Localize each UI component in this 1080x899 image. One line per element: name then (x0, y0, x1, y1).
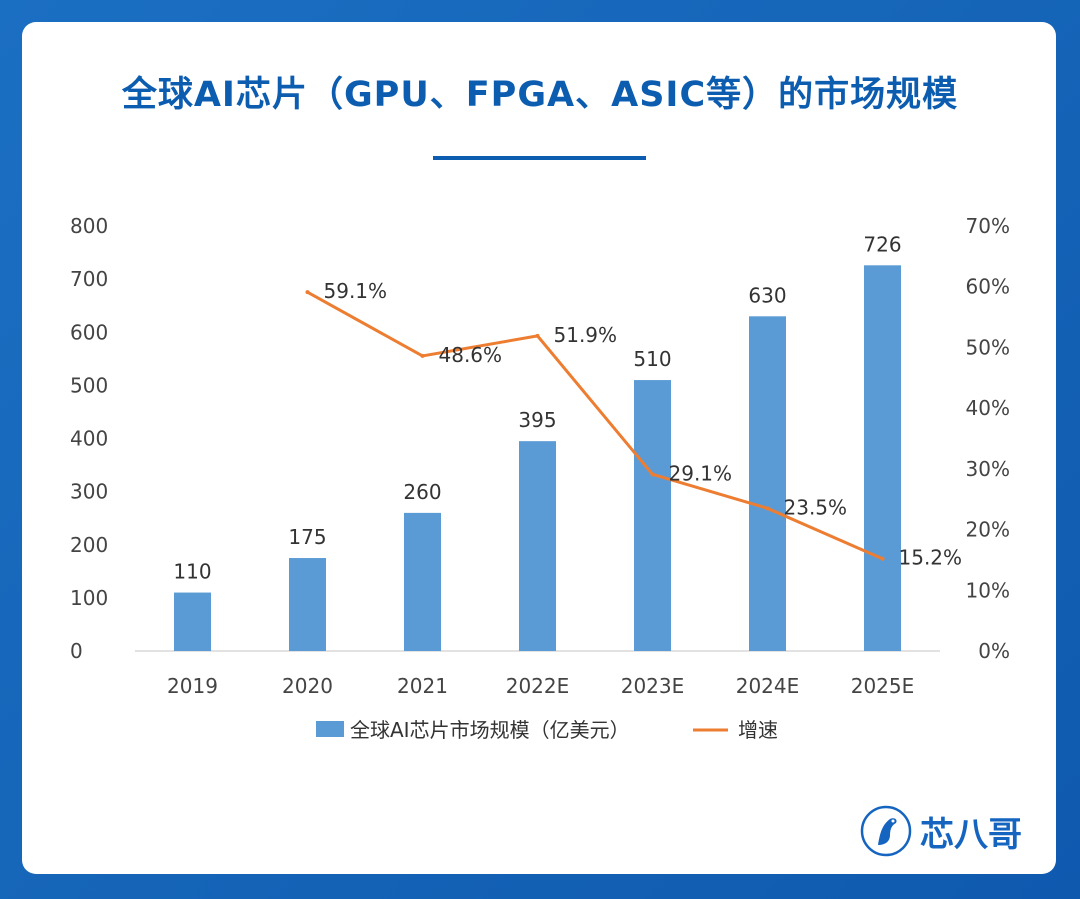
growth-point (650, 472, 655, 477)
bar-data-label: 630 (748, 283, 786, 307)
left-axis-tick-label: 100 (70, 586, 108, 610)
bird-logo-icon (860, 805, 912, 857)
bar (289, 558, 326, 651)
legend-bar-label: 全球AI芯片市场规模（亿美元） (350, 718, 630, 742)
bar (404, 512, 441, 651)
bar (749, 316, 786, 651)
bar-data-label: 726 (863, 232, 901, 256)
growth-point (880, 556, 885, 561)
bar (519, 441, 556, 651)
x-axis-tick-label: 2019 (167, 674, 218, 698)
x-axis-tick-label: 2025E (851, 674, 915, 698)
growth-data-label: 48.6% (439, 343, 503, 367)
bar (864, 265, 901, 651)
x-axis-tick-label: 2024E (736, 674, 800, 698)
bar-data-label: 510 (633, 347, 671, 371)
bar (634, 380, 671, 651)
growth-data-label: 59.1% (324, 279, 388, 303)
bar-data-label: 110 (173, 560, 211, 584)
left-axis-tick-label: 500 (70, 373, 108, 397)
left-axis-tick-label: 800 (70, 214, 108, 238)
growth-point (535, 333, 540, 338)
growth-point (305, 290, 310, 295)
bar-data-label: 260 (403, 480, 441, 504)
left-axis-tick-label: 200 (70, 533, 108, 557)
x-axis-tick-label: 2023E (621, 674, 685, 698)
right-axis-tick-label: 50% (966, 335, 1010, 359)
left-axis-tick-label: 600 (70, 320, 108, 344)
left-axis-tick-label: 700 (70, 267, 108, 291)
growth-data-label: 51.9% (554, 323, 618, 347)
right-axis-tick-label: 0% (978, 639, 1010, 663)
x-axis-tick-label: 2020 (282, 674, 333, 698)
left-axis-tick-label: 400 (70, 427, 108, 451)
left-axis-tick-label: 0 (70, 639, 83, 663)
legend-line-label: 增速 (738, 718, 778, 742)
bar-data-label: 175 (288, 525, 326, 549)
right-axis-tick-label: 40% (966, 396, 1010, 420)
legend-bar-swatch (316, 721, 344, 737)
growth-point (765, 506, 770, 511)
growth-data-label: 15.2% (899, 546, 963, 570)
x-axis-tick-label: 2021 (397, 674, 448, 698)
right-axis-tick-label: 20% (966, 518, 1010, 542)
brand-logo: 芯八哥 (860, 805, 1022, 857)
growth-line (306, 290, 884, 561)
growth-data-label: 23.5% (784, 495, 848, 519)
chart-title: 全球AI芯片（GPU、FPGA、ASIC等）的市场规模 (121, 75, 959, 115)
title-underline (433, 156, 646, 160)
growth-data-label: 29.1% (669, 461, 733, 485)
brand-name: 芯八哥 (920, 814, 1022, 855)
right-axis-tick-label: 10% (966, 578, 1010, 602)
growth-point (420, 353, 425, 358)
left-axis-tick-label: 300 (70, 480, 108, 504)
bar (174, 592, 211, 651)
right-axis-tick-label: 30% (966, 457, 1010, 481)
x-axis-tick-label: 2022E (506, 674, 570, 698)
bar-data-label: 395 (518, 408, 556, 432)
right-axis-tick-label: 60% (966, 275, 1010, 299)
right-axis-tick-label: 70% (966, 214, 1010, 238)
